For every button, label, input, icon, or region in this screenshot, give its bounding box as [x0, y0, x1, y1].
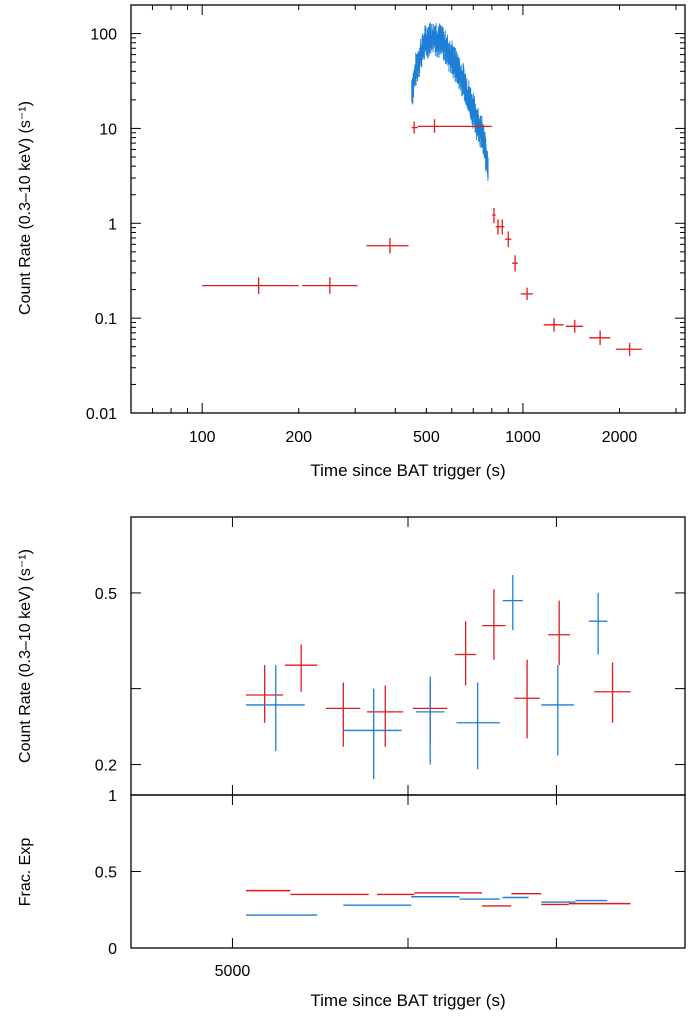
- x-tick-label: 1000: [505, 429, 541, 446]
- y-tick-label: 1: [108, 216, 117, 233]
- top-panel: 100 200 500 1000 2000 0.01 0.1 1 10 100 Time sinc…: [17, 4, 686, 480]
- red-data-point: [284, 644, 318, 692]
- data-point: [615, 342, 642, 356]
- y-tick-label: 0: [108, 941, 117, 958]
- blue-data-point: [502, 575, 523, 631]
- red-data-point: [482, 589, 506, 660]
- bottom-y-axis-label: Frac. Exp: [17, 838, 34, 907]
- data-point: [302, 277, 358, 294]
- bottom-axis-ticks: 5000 0 0.5 1: [95, 788, 685, 980]
- data-point: [500, 219, 505, 235]
- x-tick-label: 500: [413, 429, 440, 446]
- blue-data-point: [343, 688, 402, 780]
- red-data-point: [245, 665, 284, 723]
- top-data-marks: [202, 22, 642, 356]
- blue-data-point: [415, 676, 445, 765]
- data-point: [505, 231, 512, 248]
- wt-light-curve: [411, 22, 489, 181]
- y-tick-label: 0.5: [95, 586, 117, 603]
- data-point: [202, 277, 299, 294]
- data-point: [589, 330, 611, 346]
- y-tick-label: 0.1: [95, 311, 117, 328]
- middle-plot-frame: [130, 516, 686, 796]
- red-data-point: [367, 685, 404, 747]
- data-point: [520, 287, 534, 301]
- red-data-point: [594, 662, 631, 723]
- red-data-point: [514, 659, 540, 739]
- red-data-point: [454, 621, 477, 686]
- middle-data-marks: [245, 575, 631, 780]
- y-tick-label: 0.01: [86, 406, 117, 423]
- y-tick-label: 0.2: [95, 758, 117, 775]
- blue-data-point: [588, 592, 608, 655]
- bottom-panel: 5000 0 0.5 1 Time since BAT trigger (s) Fra…: [17, 788, 686, 1010]
- data-point: [411, 121, 418, 134]
- bottom-plot-frame: [130, 794, 686, 949]
- blue-data-point: [541, 665, 575, 756]
- y-tick-label: 1: [108, 788, 117, 805]
- bottom-x-axis-label: Time since BAT trigger (s): [310, 991, 505, 1010]
- middle-panel: 0.2 0.5 Count Rate (0.3–10 keV) (s⁻¹): [17, 516, 686, 796]
- top-y-axis-label: Count Rate (0.3–10 keV) (s⁻¹): [17, 101, 34, 315]
- top-plot-frame: [130, 4, 686, 414]
- data-point: [543, 318, 564, 332]
- red-data-point: [325, 682, 361, 747]
- data-point: [366, 237, 409, 254]
- y-tick-label: 100: [90, 27, 117, 44]
- top-axis-ticks: 100 200 500 1000 2000 0.01 0.1 1 10 100: [86, 4, 685, 446]
- bottom-data-marks: [245, 889, 631, 916]
- data-point: [492, 207, 496, 224]
- blue-data-point: [456, 682, 500, 770]
- x-tick-label: 200: [285, 429, 312, 446]
- x-tick-label: 2000: [602, 429, 638, 446]
- y-tick-label: 0.5: [95, 865, 117, 882]
- blue-data-point: [245, 665, 305, 752]
- y-tick-label: 10: [99, 121, 117, 138]
- top-x-axis-label: Time since BAT trigger (s): [310, 461, 505, 480]
- data-point: [565, 319, 584, 333]
- data-point: [417, 119, 492, 133]
- x-tick-label: 5000: [215, 963, 251, 980]
- data-point: [495, 219, 501, 235]
- data-point: [512, 255, 518, 272]
- middle-axis-ticks: 0.2 0.5: [95, 517, 685, 795]
- x-tick-label: 100: [189, 429, 216, 446]
- middle-y-axis-label: Count Rate (0.3–10 keV) (s⁻¹): [17, 549, 34, 763]
- red-data-point: [548, 600, 571, 666]
